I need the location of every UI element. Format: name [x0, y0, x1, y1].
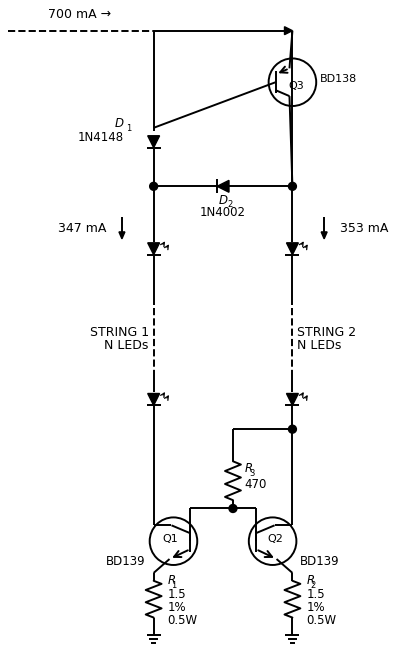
- Text: Q2: Q2: [268, 534, 284, 544]
- Text: 0.5W: 0.5W: [306, 614, 336, 627]
- Text: 1%: 1%: [306, 601, 325, 614]
- Circle shape: [150, 183, 158, 191]
- Text: 470: 470: [245, 478, 267, 491]
- Circle shape: [229, 505, 237, 513]
- Text: 353 mA: 353 mA: [340, 223, 388, 236]
- Text: BD139: BD139: [300, 554, 340, 568]
- Text: 1.5: 1.5: [306, 588, 325, 601]
- Text: 3: 3: [249, 469, 254, 478]
- Polygon shape: [286, 243, 298, 255]
- Text: BD138: BD138: [320, 74, 358, 85]
- Text: D: D: [218, 194, 228, 207]
- Circle shape: [288, 425, 296, 433]
- Polygon shape: [321, 232, 327, 239]
- Text: N LEDs: N LEDs: [297, 340, 342, 352]
- Text: 700 mA →: 700 mA →: [48, 8, 111, 21]
- Polygon shape: [148, 393, 160, 405]
- Text: 2: 2: [310, 581, 316, 590]
- Text: D: D: [115, 117, 124, 130]
- Text: 347 mA: 347 mA: [58, 223, 106, 236]
- Text: 1N4148: 1N4148: [78, 132, 124, 144]
- Text: Q1: Q1: [163, 534, 178, 544]
- Text: R: R: [245, 462, 253, 475]
- Text: 1N4002: 1N4002: [200, 205, 246, 219]
- Text: R: R: [168, 574, 176, 587]
- Polygon shape: [148, 136, 160, 148]
- Polygon shape: [148, 243, 160, 255]
- Text: R: R: [306, 574, 314, 587]
- Text: STRING 2: STRING 2: [297, 325, 356, 339]
- Text: 0.5W: 0.5W: [168, 614, 198, 627]
- Polygon shape: [119, 232, 125, 239]
- Text: 1.5: 1.5: [168, 588, 186, 601]
- Polygon shape: [217, 180, 229, 193]
- Text: 1: 1: [172, 581, 177, 590]
- Circle shape: [288, 183, 296, 191]
- Text: BD139: BD139: [106, 554, 146, 568]
- Text: Q3: Q3: [288, 81, 304, 91]
- Polygon shape: [286, 393, 298, 405]
- Text: N LEDs: N LEDs: [104, 340, 149, 352]
- Text: 1: 1: [126, 124, 131, 133]
- Polygon shape: [284, 27, 292, 35]
- Text: STRING 1: STRING 1: [90, 325, 149, 339]
- Text: 1%: 1%: [168, 601, 186, 614]
- Text: 2: 2: [227, 200, 232, 209]
